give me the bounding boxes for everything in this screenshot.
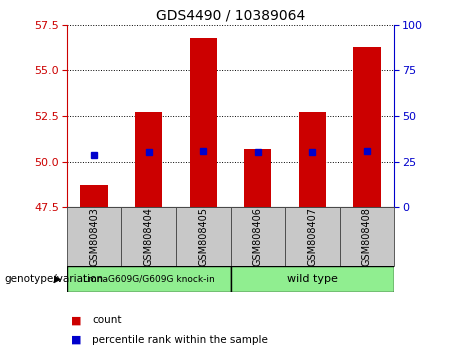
Text: ■: ■ [71, 335, 82, 345]
Bar [176, 207, 230, 266]
Text: GSM808403: GSM808403 [89, 207, 99, 266]
Bar [67, 207, 121, 266]
Bar [244, 149, 272, 207]
Bar [285, 207, 340, 266]
Bar [353, 47, 380, 207]
Title: GDS4490 / 10389064: GDS4490 / 10389064 [156, 8, 305, 22]
Bar [340, 207, 394, 266]
Text: wild type: wild type [287, 274, 338, 284]
Bar [230, 266, 394, 292]
Text: GSM808406: GSM808406 [253, 207, 263, 266]
Text: percentile rank within the sample: percentile rank within the sample [92, 335, 268, 345]
Text: GSM808408: GSM808408 [362, 207, 372, 266]
Bar [135, 112, 162, 207]
Text: count: count [92, 315, 122, 325]
Text: ▶: ▶ [54, 274, 61, 284]
Text: GSM808407: GSM808407 [307, 207, 317, 266]
Bar [81, 185, 108, 207]
Bar [67, 266, 230, 292]
Bar [299, 112, 326, 207]
Bar [189, 38, 217, 207]
Text: LmnaG609G/G609G knock-in: LmnaG609G/G609G knock-in [83, 274, 214, 283]
Bar [121, 207, 176, 266]
Text: genotype/variation: genotype/variation [5, 274, 104, 284]
Text: GSM808405: GSM808405 [198, 207, 208, 266]
Text: GSM808404: GSM808404 [144, 207, 154, 266]
Text: ■: ■ [71, 315, 82, 325]
Bar [230, 207, 285, 266]
